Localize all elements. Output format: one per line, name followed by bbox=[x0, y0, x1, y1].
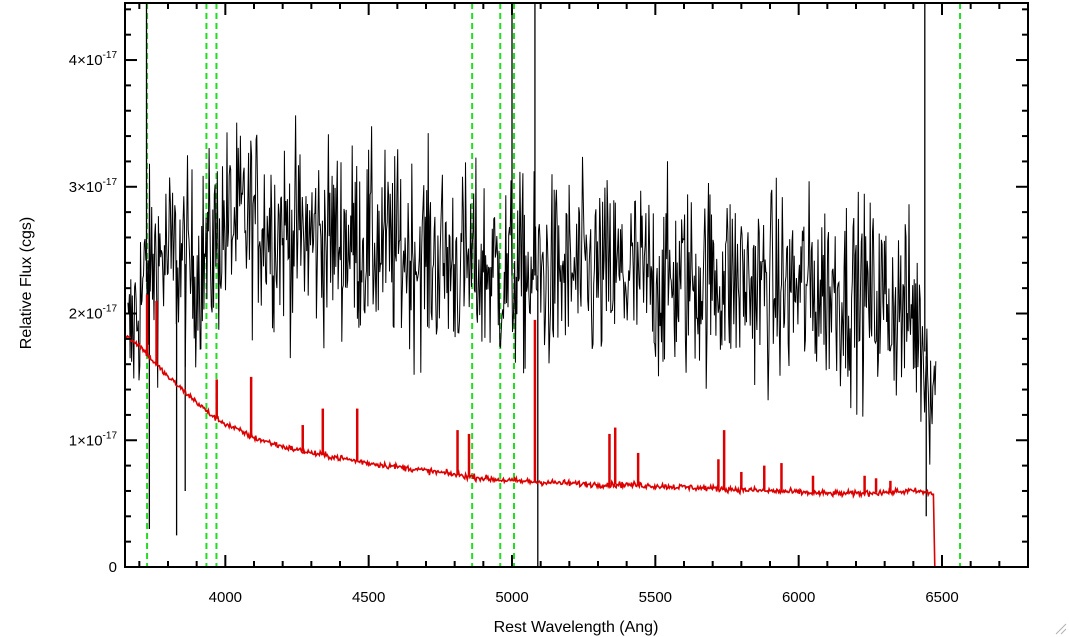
x-tick-label: 6500 bbox=[925, 589, 958, 606]
y-tick-label: 4×10-17 bbox=[69, 50, 118, 69]
y-tick-exponent: -17 bbox=[103, 50, 118, 61]
y-tick-label: 1×10-17 bbox=[69, 430, 118, 449]
y-tick-label: 2×10-17 bbox=[69, 304, 118, 323]
y-tick-mantissa: 2×10 bbox=[69, 306, 103, 323]
observed-spectrum-series bbox=[127, 3, 937, 567]
y-tick-label: 3×10-17 bbox=[69, 177, 118, 196]
y-tick-labels: 01×10-172×10-173×10-174×10-17 bbox=[69, 50, 118, 576]
x-tick-label: 4000 bbox=[209, 589, 242, 606]
y-tick-mantissa: 0 bbox=[109, 559, 117, 576]
x-tick-label: 5500 bbox=[639, 589, 672, 606]
y-tick-exponent: -17 bbox=[103, 177, 118, 188]
x-tick-label: 6000 bbox=[782, 589, 815, 606]
observed-spectrum-line bbox=[127, 115, 937, 465]
model-spectrum-series bbox=[124, 294, 1028, 568]
x-axis-title: Rest Wavelength (Ang) bbox=[494, 619, 659, 636]
y-tick-label: 0 bbox=[109, 559, 117, 576]
y-tick-mantissa: 4×10 bbox=[69, 52, 103, 69]
plot-frame bbox=[124, 2, 1029, 568]
x-tick-labels: 4000 4500 5000 5500 6000 6500 bbox=[209, 589, 959, 606]
y-tick-mantissa: 1×10 bbox=[69, 432, 103, 449]
y-tick-mantissa: 3×10 bbox=[69, 179, 103, 196]
y-tick-exponent: -17 bbox=[103, 430, 118, 441]
y-tick-exponent: -17 bbox=[103, 304, 118, 315]
y-axis-title: Relative Flux (cgs) bbox=[18, 217, 35, 349]
x-tick-label: 4500 bbox=[352, 589, 385, 606]
x-tick-label: 5000 bbox=[495, 589, 528, 606]
model-spectrum-line bbox=[124, 333, 1028, 568]
axis-ticks bbox=[125, 3, 1029, 568]
resize-grip-icon[interactable] bbox=[1053, 621, 1067, 635]
